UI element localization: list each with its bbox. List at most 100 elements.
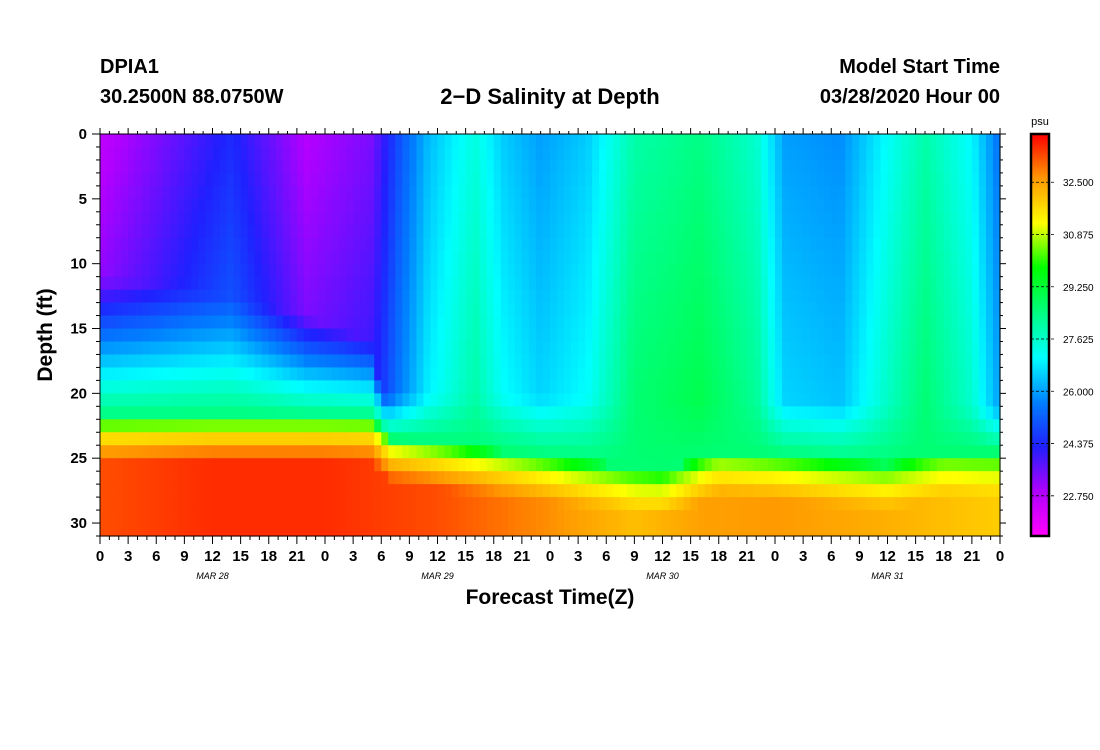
heatmap-cell [528, 419, 537, 433]
heatmap-cell [690, 289, 699, 304]
heatmap-cell [782, 224, 790, 239]
heatmap-cell [592, 458, 600, 472]
heatmap-cell [852, 172, 860, 187]
heatmap-cell [163, 380, 171, 394]
heatmap-cell [585, 276, 593, 291]
heatmap-cell [444, 237, 453, 252]
heatmap-cell [486, 185, 495, 200]
heatmap-cell [268, 159, 277, 174]
heatmap-cell [796, 289, 804, 304]
heatmap-cell [430, 172, 439, 187]
heatmap-cell [739, 159, 748, 174]
heatmap-cell [535, 198, 544, 213]
heatmap-cell [894, 276, 903, 291]
heatmap-cell [542, 393, 551, 407]
heatmap-cell [613, 198, 621, 213]
heatmap-cell [170, 341, 178, 356]
heatmap-cell [542, 497, 551, 511]
heatmap-cell [247, 211, 256, 226]
heatmap-cell [268, 263, 277, 278]
heatmap-cell [100, 315, 108, 330]
heatmap-cell [289, 523, 298, 537]
heatmap-cell [416, 315, 425, 330]
heatmap-cell [542, 224, 551, 239]
heatmap-cell [845, 354, 853, 369]
heatmap-cell [240, 510, 249, 524]
heatmap-cell [444, 263, 453, 278]
heatmap-cell [240, 471, 249, 485]
heatmap-cell [922, 159, 931, 174]
heatmap-cell [732, 471, 741, 485]
heatmap-cell [500, 237, 509, 252]
heatmap-cell [648, 328, 657, 343]
heatmap-cell [648, 172, 657, 187]
heatmap-cell [170, 159, 178, 174]
heatmap-cell [662, 393, 671, 407]
heatmap-cell [669, 458, 678, 472]
heatmap-cell [887, 315, 896, 330]
heatmap-cell [936, 250, 945, 265]
heatmap-cell [564, 432, 572, 446]
heatmap-cell [831, 211, 839, 226]
heatmap-cell [346, 263, 354, 278]
heatmap-cell [402, 237, 410, 252]
heatmap-cell [296, 341, 305, 356]
x-tick-label: 12 [204, 548, 221, 565]
heatmap-cell [810, 393, 818, 407]
heatmap-cell [985, 419, 994, 433]
heatmap-cell [388, 289, 396, 304]
heatmap-cell [775, 445, 783, 459]
heatmap-cell [332, 367, 340, 381]
heatmap-cell [648, 198, 657, 213]
heatmap-cell [423, 250, 432, 265]
heatmap-cell [444, 354, 453, 369]
heatmap-cell [929, 250, 938, 265]
heatmap-cell [908, 484, 917, 498]
heatmap-cell [845, 134, 853, 148]
heatmap-cell [992, 224, 1001, 239]
heatmap-cell [655, 523, 664, 537]
heatmap-cell [458, 393, 467, 407]
heatmap-cell [753, 406, 762, 420]
heatmap-cell [528, 432, 537, 446]
heatmap-cell [500, 134, 509, 148]
heatmap-cell [156, 458, 164, 472]
heatmap-cell [360, 237, 368, 252]
heatmap-cell [479, 172, 488, 187]
heatmap-cell [957, 302, 966, 317]
heatmap-cell [585, 458, 593, 472]
heatmap-cell [535, 341, 544, 356]
heatmap-cell [423, 380, 432, 394]
heatmap-cell [191, 471, 200, 485]
heatmap-cell [817, 380, 825, 394]
heatmap-cell [535, 224, 544, 239]
heatmap-cell [831, 198, 839, 213]
heatmap-cell [957, 237, 966, 252]
heatmap-cell [437, 380, 446, 394]
heatmap-cell [486, 289, 495, 304]
heatmap-cell [465, 302, 474, 317]
heatmap-cell [845, 172, 853, 187]
heatmap-cell [479, 134, 488, 148]
heatmap-cell [753, 211, 762, 226]
heatmap-cell [901, 341, 910, 356]
heatmap-cell [620, 211, 628, 226]
heatmap-cell [114, 263, 122, 278]
heatmap-cell [254, 341, 263, 356]
heatmap-cell [374, 445, 382, 459]
heatmap-cell [240, 263, 249, 278]
heatmap-cell [936, 172, 945, 187]
heatmap-cell [557, 341, 565, 356]
heatmap-cell [395, 419, 403, 433]
heatmap-cell [838, 185, 846, 200]
heatmap-cell [114, 432, 122, 446]
heatmap-cell [985, 445, 994, 459]
heatmap-cell [275, 497, 284, 511]
heatmap-cell [971, 211, 980, 226]
heatmap-cell [374, 510, 382, 524]
heatmap-cell [247, 289, 256, 304]
y-tick-label: 25 [70, 450, 87, 467]
heatmap-cell [542, 159, 551, 174]
heatmap-cell [564, 237, 572, 252]
heatmap-cell [121, 432, 129, 446]
